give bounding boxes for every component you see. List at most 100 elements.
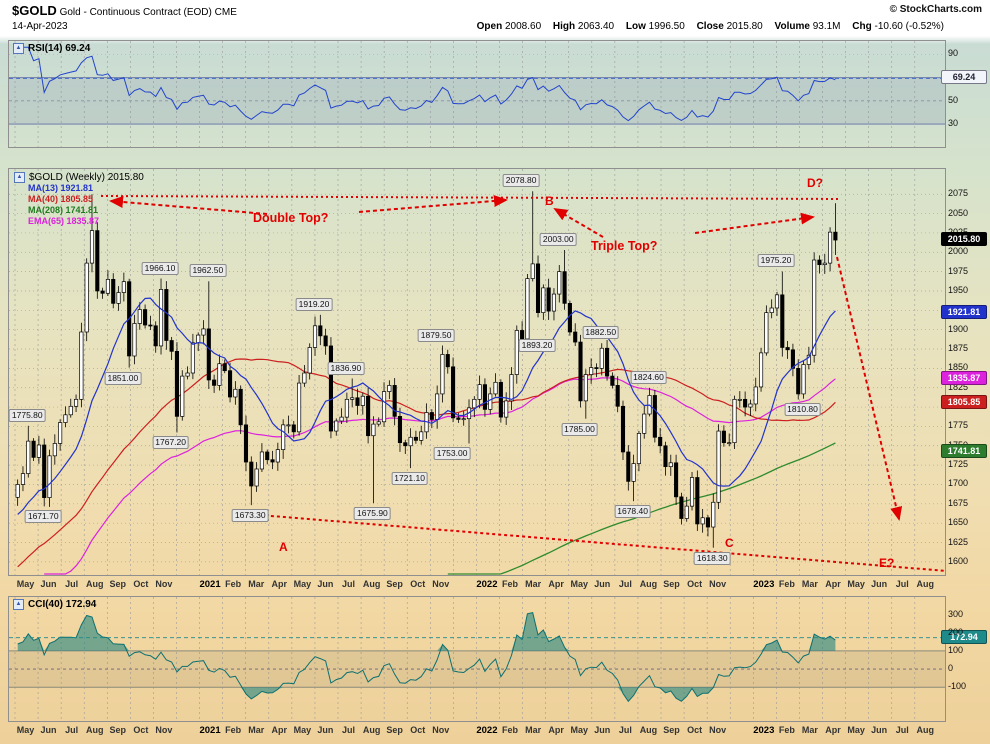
price-y-tick: 1650: [948, 517, 969, 528]
price-y-tick: 1600: [948, 555, 969, 566]
annotation-text: Triple Top?: [591, 239, 657, 253]
x-axis-label: Feb: [501, 579, 519, 589]
x-axis-label: May: [847, 579, 865, 589]
x-axis-label: Jun: [317, 725, 334, 735]
x-axis-label: Mar: [248, 579, 265, 589]
price-y-tick: 2050: [948, 207, 969, 218]
close-label: Close: [696, 21, 724, 32]
x-axis-label: Nov: [709, 725, 727, 735]
annotation-line: [694, 212, 815, 234]
x-axis-months: May Jun Jul Aug Sep Oct Nov 2021 Feb Mar Apr May Jun…: [8, 578, 946, 591]
x-axis-label: May: [570, 579, 588, 589]
x-axis-label: May: [16, 725, 35, 735]
cci-plot: [9, 597, 945, 721]
cci-value-pill: 172.94: [941, 629, 987, 644]
rsi-panel: ▲ RSI(14) 69.24: [8, 40, 946, 148]
x-axis-label: Aug: [362, 579, 381, 589]
volume-value: 93.1M: [812, 21, 841, 32]
x-axis-label: Jun: [594, 579, 611, 589]
x-axis-label: Jul: [65, 725, 79, 735]
high-label: High: [552, 21, 576, 32]
copyright: © StockCharts.com: [889, 4, 982, 15]
panel-collapse-icon[interactable]: ▲: [13, 43, 24, 54]
price-y-tick: 1850: [948, 362, 969, 373]
legend-ema65: EMA(65) 1835.87: [28, 216, 100, 226]
price-value-pill: 1921.81: [941, 304, 987, 319]
price-label-bubble: 1966.10: [141, 261, 179, 275]
x-axis-label: Jul: [341, 579, 356, 589]
x-axis-label: Feb: [778, 725, 795, 735]
annotation-text: A: [279, 540, 288, 554]
x-axis-label: Mar: [801, 579, 818, 589]
annotation-line: [109, 196, 268, 215]
price-label-bubble: 1919.20: [295, 297, 333, 311]
x-axis-label: Mar: [525, 725, 542, 735]
x-axis-label: Apr: [548, 579, 564, 589]
x-axis-label: Jul: [341, 725, 356, 735]
rsi-y-tick: 30: [948, 118, 959, 129]
x-axis-label: Jul: [895, 579, 909, 589]
x-axis-label: Feb: [501, 725, 519, 735]
candles-layer: [15, 191, 838, 548]
annotation-text: Double Top?: [253, 211, 328, 225]
x-axis-label: Jul: [618, 579, 632, 589]
price-label-bubble: 1785.00: [561, 422, 598, 436]
cci-y-tick: 0: [948, 663, 954, 674]
price-value-pill: 2015.80: [941, 232, 987, 247]
x-axis-label: Feb: [225, 579, 242, 589]
price-label-bubble: 1775.80: [8, 408, 46, 422]
x-axis-label: 2021: [199, 725, 221, 736]
x-axis-label: Jul: [895, 725, 909, 735]
x-axis-label: Apr: [825, 725, 841, 735]
x-axis-label: Aug: [85, 579, 104, 589]
x-axis-label: May: [847, 725, 865, 735]
x-axis-label: Apr: [825, 579, 841, 589]
price-value-pill: 1805.85: [941, 394, 987, 409]
x-axis-label: Oct: [133, 579, 149, 589]
symbol-description: Gold - Continuous Contract (EOD): [59, 7, 212, 18]
price-y-tick: 2025: [948, 227, 968, 237]
x-axis-label: 2023: [753, 725, 775, 736]
rsi-y-tick: 50: [948, 94, 959, 105]
x-axis-label: 2022: [476, 725, 498, 736]
price-label-bubble: 2078.80: [502, 174, 540, 188]
x-axis-label: Aug: [916, 725, 935, 735]
x-axis-label: Aug: [85, 725, 104, 735]
open-value: 2008.60: [504, 21, 542, 32]
x-axis-label: May: [16, 579, 35, 589]
open-label: Open: [476, 21, 503, 32]
annotation-line: [246, 513, 945, 572]
cci-label: ▲ CCI(40) 172.94: [13, 599, 96, 610]
annotation-line: [100, 195, 840, 200]
x-axis-label: Oct: [687, 725, 703, 735]
x-axis-label: Sep: [663, 579, 680, 589]
x-axis-label: Aug: [916, 579, 935, 589]
x-axis-label: Jun: [594, 725, 611, 735]
panel-collapse-icon[interactable]: ▲: [14, 172, 25, 183]
price-panel: Double Top? Triple Top? A B C D? E?: [8, 168, 946, 576]
low-label: Low: [625, 21, 646, 32]
x-axis-label: May: [293, 579, 312, 589]
price-label-bubble: 1810.80: [784, 402, 821, 416]
x-axis-label: Nov: [432, 725, 450, 735]
price-y-tick: 1825: [948, 381, 969, 392]
x-axis-label: Jul: [618, 725, 632, 735]
x-axis-label: Jul: [65, 579, 79, 589]
price-plot: Double Top? Triple Top? A B C D? E?: [9, 169, 945, 575]
x-axis-label: May: [570, 725, 588, 735]
panel-collapse-icon[interactable]: ▲: [13, 599, 24, 610]
rsi-y-tick: 90: [948, 48, 959, 59]
cci-y-tick: 100: [948, 644, 964, 655]
x-axis-label: Oct: [133, 725, 149, 735]
quote-line: Open 2008.60 High 2063.40 Low 1996.50 Cl…: [468, 21, 944, 32]
price-value-pill: 1741.81: [941, 444, 987, 459]
price-label-bubble: 1721.10: [391, 472, 428, 486]
price-y-tick: 1700: [948, 478, 969, 489]
x-axis-label: Nov: [155, 725, 173, 735]
x-axis-label: Aug: [639, 725, 658, 735]
x-axis-label: Sep: [663, 725, 680, 735]
close-value: 2015.80: [726, 21, 763, 32]
legend-ma13: MA(13) 1921.81: [28, 183, 94, 193]
price-label-bubble: 1673.30: [231, 509, 269, 523]
legend-symbol: ▲ $GOLD (Weekly) 2015.80: [14, 172, 144, 183]
